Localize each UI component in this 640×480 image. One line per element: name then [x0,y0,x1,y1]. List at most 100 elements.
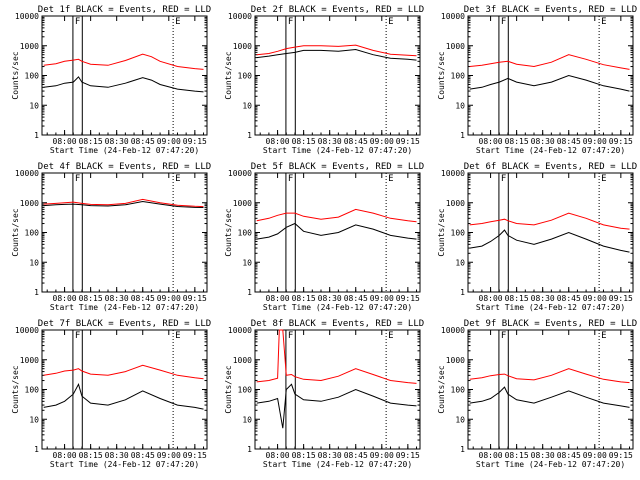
x-tick-label: 08:30 [531,451,555,460]
x-tick-label: 08:30 [105,137,129,146]
y-axis-label: Counts/sec [224,208,233,256]
y-axis-label: Counts/sec [224,51,233,99]
detector-panel-1: Det 1f BLACK = Events, RED = LLD 1 10 100 10… [11,5,211,155]
time-marker-label: E [175,331,180,341]
y-tick-label: 100 [238,229,253,238]
x-tick-label: 09:00 [157,294,181,303]
y-tick-label: 1 [247,131,252,140]
time-marker-label: F [75,17,80,27]
y-axis-label: Counts/sec [437,51,446,99]
x-tick-label: 09:00 [583,451,607,460]
x-tick-label: 09:15 [183,137,207,146]
x-tick-label: 08:00 [53,294,77,303]
x-tick-label: 09:15 [396,294,420,303]
detector-panel-3: Det 3f BLACK = Events, RED = LLD 1 10 100 10… [437,5,637,155]
x-tick-label: 09:15 [396,137,420,146]
x-axis-label: Start Time (24-Feb-12 07:47:20) [263,460,412,469]
y-axis-label: Counts/sec [224,365,233,413]
y-tick-label: 10 [455,101,465,110]
x-tick-label: 08:30 [531,294,555,303]
x-tick-label: 08:15 [505,294,529,303]
y-axis-label: Counts/sec [11,365,20,413]
y-tick-label: 1 [460,445,465,454]
y-tick-label: 10000 [441,12,465,21]
detector-panel-2: Det 2f BLACK = Events, RED = LLD 1 10 100 10… [224,5,424,155]
events-series-line [256,383,417,429]
x-tick-label: 08:15 [79,294,103,303]
y-tick-label: 100 [238,386,253,395]
events-series-line [43,382,204,410]
y-tick-label: 10000 [228,12,252,21]
x-tick-label: 08:45 [557,137,581,146]
y-tick-label: 1000 [20,42,39,51]
y-tick-label: 1000 [20,356,39,365]
y-tick-label: 1000 [233,42,252,51]
x-tick-label: 09:15 [183,451,207,460]
time-marker-label: E [601,174,606,184]
panel-title: Det 8f BLACK = Events, RED = LLD [251,319,424,329]
x-tick-label: 08:45 [131,137,155,146]
plot-frame [467,15,634,136]
x-tick-label: 08:15 [292,137,316,146]
y-tick-label: 10000 [228,326,252,335]
plot-frame [41,172,208,293]
time-marker-label: E [175,17,180,27]
y-tick-label: 1 [460,288,465,297]
y-tick-label: 1000 [446,42,465,51]
y-tick-label: 10 [242,415,252,424]
time-marker-label: E [601,331,606,341]
x-axis-label: Start Time (24-Feb-12 07:47:20) [50,146,199,155]
plot-frame [41,15,208,136]
x-tick-label: 08:15 [292,451,316,460]
y-tick-label: 10 [29,258,39,267]
x-tick-label: 08:15 [79,137,103,146]
x-tick-label: 08:15 [505,451,529,460]
x-tick-label: 09:15 [396,451,420,460]
time-marker-label: E [601,17,606,27]
detector-panel-4: Det 4f BLACK = Events, RED = LLD 1 10 100 10… [11,162,211,312]
y-tick-label: 1000 [20,199,39,208]
y-axis-label: Counts/sec [437,208,446,256]
events-series-line [256,48,417,61]
events-series-line [469,229,630,253]
plot-frame [254,15,421,136]
detector-panel-8: Det 8f BLACK = Events, RED = LLD 1 10 100 10… [224,319,424,469]
time-marker-label: F [288,331,293,341]
y-tick-label: 10000 [15,12,39,21]
panel-title: Det 5f BLACK = Events, RED = LLD [251,162,424,172]
x-axis-label: Start Time (24-Feb-12 07:47:20) [263,146,412,155]
x-tick-label: 08:00 [479,451,503,460]
x-tick-label: 09:00 [157,451,181,460]
detector-panel-9: Det 9f BLACK = Events, RED = LLD 1 10 100 10… [437,319,637,469]
y-tick-label: 10 [242,101,252,110]
x-tick-label: 08:15 [292,294,316,303]
x-tick-label: 08:00 [479,137,503,146]
x-tick-label: 08:00 [53,137,77,146]
y-tick-label: 10000 [228,169,252,178]
x-tick-label: 08:30 [105,294,129,303]
y-tick-label: 10000 [441,169,465,178]
y-tick-label: 1 [247,288,252,297]
time-marker-label: F [501,174,506,184]
x-tick-label: 09:00 [370,294,394,303]
x-tick-label: 08:00 [266,137,290,146]
panel-title: Det 1f BLACK = Events, RED = LLD [38,5,211,15]
x-axis-label: Start Time (24-Feb-12 07:47:20) [50,303,199,312]
x-tick-label: 09:00 [157,137,181,146]
x-tick-label: 08:00 [266,294,290,303]
x-tick-label: 09:00 [583,137,607,146]
y-tick-label: 1 [34,131,39,140]
x-tick-label: 09:00 [370,137,394,146]
time-marker-label: F [501,17,506,27]
x-tick-label: 08:15 [79,451,103,460]
y-tick-label: 10000 [15,326,39,335]
x-tick-label: 08:30 [318,294,342,303]
y-axis-label: Counts/sec [437,365,446,413]
time-marker-label: E [175,174,180,184]
detector-panel-5: Det 5f BLACK = Events, RED = LLD 1 10 100 10… [224,162,424,312]
y-axis-label: Counts/sec [11,51,20,99]
time-marker-label: E [388,17,393,27]
panel-title: Det 6f BLACK = Events, RED = LLD [464,162,637,172]
y-axis-label: Counts/sec [11,208,20,256]
